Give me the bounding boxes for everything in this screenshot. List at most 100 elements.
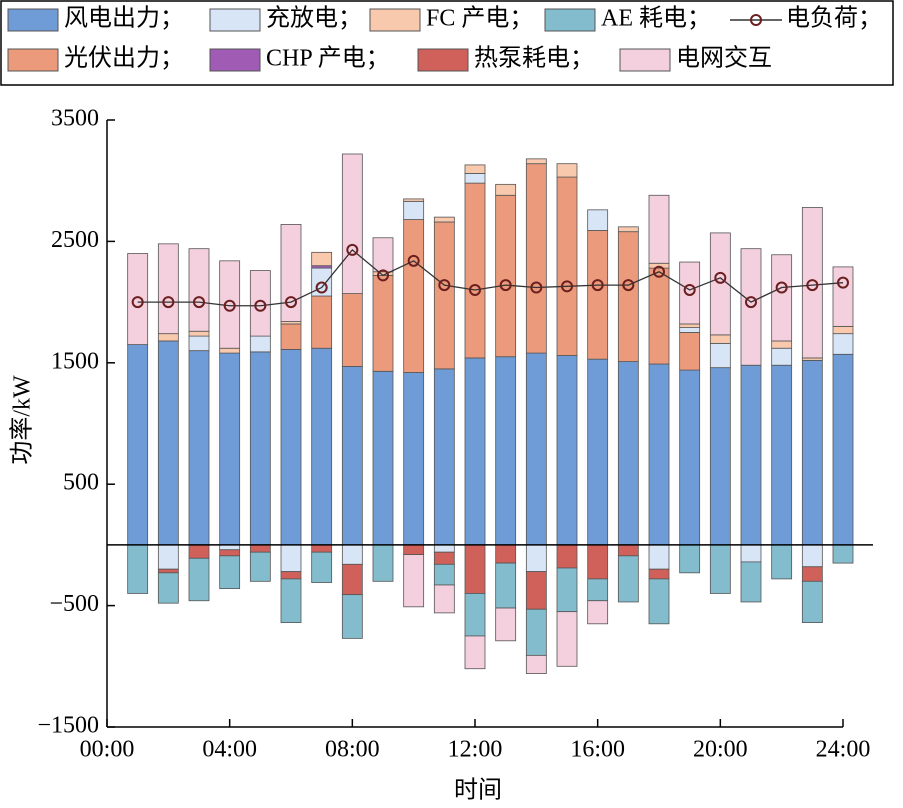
legend-label: 充放电； <box>266 5 362 32</box>
bar-segment <box>771 254 793 342</box>
bar-segment <box>188 350 210 546</box>
bar-segment <box>280 224 302 322</box>
legend-label: 电负荷； <box>786 5 882 32</box>
load-marker <box>653 265 665 278</box>
bar-segment <box>157 243 179 335</box>
bar-segment <box>249 544 271 553</box>
bar-segment <box>587 230 609 360</box>
bar-segment <box>464 544 486 594</box>
bar-segment <box>679 323 701 328</box>
legend-box <box>0 0 894 86</box>
bar-segment <box>617 544 639 557</box>
bar-segment <box>188 557 210 602</box>
bar-segment <box>556 544 578 569</box>
legend-marker <box>750 14 762 26</box>
bar-segment <box>832 333 854 355</box>
bar-segment <box>771 347 793 366</box>
bar-segment <box>740 544 762 563</box>
bar-segment <box>188 330 210 337</box>
bar-segment <box>157 333 179 342</box>
bar-segment <box>525 163 547 354</box>
bar-segment <box>801 580 823 623</box>
bar-segment <box>280 323 302 350</box>
bar-segment <box>403 554 425 608</box>
bar-segment <box>433 563 455 586</box>
bar-segment <box>832 266 854 327</box>
bar-segment <box>495 607 517 642</box>
y-tick-label: 1500 <box>51 348 99 374</box>
bar-segment <box>127 544 149 594</box>
load-marker <box>223 299 236 312</box>
load-marker <box>407 254 420 267</box>
bar-segment <box>832 544 854 564</box>
bar-segment <box>495 544 517 564</box>
legend-label: CHP 产电； <box>266 45 390 72</box>
bar-segment <box>249 270 271 337</box>
load-marker <box>775 281 788 294</box>
bar-segment <box>648 544 670 570</box>
bar-segment <box>433 544 455 553</box>
bar-segment <box>464 357 486 546</box>
legend-label: 风电出力； <box>64 5 184 32</box>
load-marker <box>438 279 451 292</box>
bar-segment <box>433 368 455 546</box>
load-marker <box>591 279 604 292</box>
bar-segment <box>403 198 425 202</box>
bar-segment <box>341 153 363 295</box>
bar-segment <box>157 340 179 546</box>
bar-segment <box>188 335 210 352</box>
bar-segment <box>249 351 271 546</box>
bar-segment <box>311 551 333 583</box>
bar-segment <box>372 237 394 273</box>
bar-segment <box>219 347 241 354</box>
bar-segment <box>464 182 486 359</box>
bar-segment <box>341 594 363 639</box>
legend-swatch <box>209 48 261 72</box>
bar-segment <box>740 561 762 603</box>
bar-segment <box>280 544 302 573</box>
bar-segment <box>648 363 670 546</box>
bar-segment <box>311 251 333 267</box>
bar-segment <box>157 544 179 570</box>
bar-segment <box>709 342 731 369</box>
bar-segment <box>525 352 547 546</box>
load-marker <box>745 296 757 309</box>
bar-segment <box>771 340 793 349</box>
bar-segment <box>311 544 333 553</box>
y-tick-label: −500 <box>49 591 99 617</box>
bar-segment <box>188 544 210 559</box>
bar-segment <box>556 355 578 546</box>
bar-segment <box>495 562 517 609</box>
bar-segment <box>280 349 302 546</box>
y-tick-label: 3500 <box>51 106 99 132</box>
bar-segment <box>464 173 486 184</box>
bar-segment <box>801 207 823 359</box>
bar-segment <box>219 352 241 546</box>
bar-segment <box>464 164 486 174</box>
load-marker <box>806 279 819 292</box>
bar-segment <box>648 568 670 580</box>
x-tick-label: 04:00 <box>202 737 257 763</box>
bar-segment <box>341 366 363 546</box>
bar-segment <box>280 578 302 623</box>
bar-segment <box>587 600 609 625</box>
load-marker <box>837 276 849 289</box>
bar-segment <box>157 568 179 574</box>
bar-segment <box>341 563 363 596</box>
bar-segment <box>280 571 302 580</box>
legend-label: 电网交互 <box>676 45 772 72</box>
bar-segment <box>709 334 731 344</box>
load-marker <box>683 283 696 296</box>
legend-swatch <box>7 8 59 32</box>
x-tick-label: 12:00 <box>448 737 503 763</box>
legend-swatch <box>544 8 596 32</box>
bar-segment <box>587 544 609 580</box>
bar-segment <box>617 231 639 362</box>
load-marker <box>561 280 573 293</box>
load-marker <box>530 281 543 294</box>
x-tick-label: 00:00 <box>80 737 135 763</box>
y-axis-title: 功率/kW <box>9 375 36 465</box>
load-marker <box>193 296 205 309</box>
legend-swatch <box>209 8 261 32</box>
